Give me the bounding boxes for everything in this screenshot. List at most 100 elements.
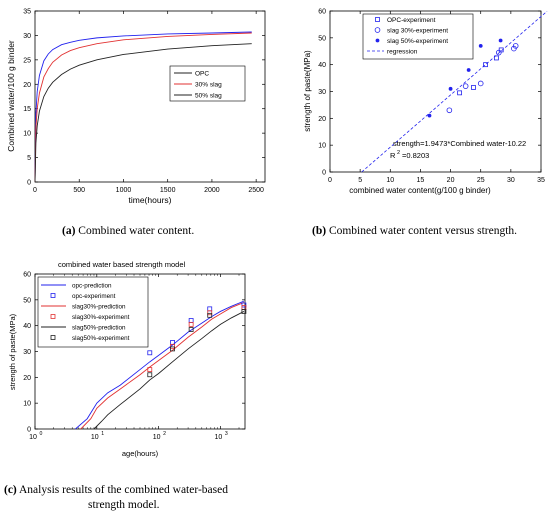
chart-c: combined water based strength model 0102…: [8, 260, 247, 458]
chart-c-legend-marker-opc-exp: [50, 293, 56, 298]
data-point-slag-30pct-experiment: [495, 49, 502, 56]
series-line-slag50pct-prediction: [93, 311, 245, 430]
chart-c-legend-s50-exp: slag50%-experiment: [72, 335, 130, 342]
y-tick-label: 30: [23, 33, 31, 40]
y-tick-label: 40: [318, 62, 326, 69]
data-point-slag-50pct-experiment: [427, 113, 432, 118]
y-tick-label: 40: [23, 323, 31, 330]
chart-c-xlabel: age(hours): [122, 449, 159, 458]
chart-c-x-ticks: 10 0 10 1 10 2 10 3: [29, 274, 240, 441]
y-tick-label: 10: [23, 131, 31, 138]
caption-c: (c) Analysis results of the combined wat…: [4, 483, 228, 513]
series-line-50pct-slag: [34, 43, 252, 183]
chart-a-y-ticks: 0 5 10 15 20 25 30 35: [23, 9, 265, 187]
chart-b-y-ticks: 0 10 20 30 40 50 60: [318, 9, 541, 177]
data-point-opc-experiment: [241, 302, 247, 308]
x-tick-label: 5: [358, 177, 362, 184]
data-point-slag30pct-experiment: [188, 321, 194, 327]
chart-b-annotation-r: R: [390, 151, 396, 160]
chart-b-x-ticks: 0 5 10 15 20 25 30 35: [328, 11, 545, 184]
chart-a-series: [34, 31, 252, 183]
y-tick-label: 20: [23, 375, 31, 382]
chart-b-ylabel: strength of paste(MPa): [303, 50, 312, 132]
chart-b-annotation-r-value: =0.8203: [402, 151, 429, 160]
chart-b-legend-slag50: slag 50%-experiment: [387, 38, 448, 45]
caption-b-text: Combined water content versus strength.: [326, 225, 518, 237]
chart-b-legend-regression: regression: [387, 49, 418, 56]
caption-c-line2: strength model.: [88, 499, 160, 511]
y-tick-label: 50: [318, 35, 326, 42]
data-point-opc-experiment: [493, 55, 499, 61]
x-tick-label: 10: [29, 434, 37, 441]
x-tick-label: 0: [328, 177, 332, 184]
chart-a-x-ticks: 0 500 1000 1500 2000 2500: [33, 11, 264, 194]
series-line-opc: [34, 31, 252, 183]
chart-a-xlabel: time(hours): [129, 195, 172, 205]
chart-b-xlabel: combined water content(g/100 g binder): [349, 186, 491, 195]
y-tick-label: 60: [318, 9, 326, 16]
caption-c-label: (c): [4, 484, 17, 496]
data-point-opc-experiment: [471, 85, 476, 90]
data-point-slag-50pct-experiment: [466, 68, 471, 72]
chart-a: 0 5 10 15 20 25 30 35 0 500 1000 1500 2000 2500 time…: [6, 9, 266, 205]
x-tick-label: 20: [447, 177, 455, 184]
chart-b-legend-box: [362, 13, 474, 60]
y-tick-label: 30: [318, 89, 326, 96]
x-tick-label: 30: [507, 177, 515, 184]
x-tick-label: 2500: [248, 187, 264, 194]
y-tick-label: 30: [23, 349, 31, 356]
chart-c-legend-box: [37, 276, 149, 348]
chart-c-legend-s50-pred: slag50%-prediction: [72, 325, 126, 332]
chart-b-annotation-r-exp: 2: [397, 150, 400, 156]
chart-b-legend-opc: OPC-experiment: [387, 17, 436, 24]
data-point-slag50pct-experiment: [207, 312, 213, 318]
x-tick-label: 10: [215, 434, 223, 441]
data-point-opc-experiment: [207, 306, 213, 312]
caption-a-label: (a): [62, 225, 76, 237]
chart-a-legend-50: 50% slag: [195, 93, 222, 100]
chart-b-legend-marker-slag50: [375, 38, 380, 43]
data-point-slag30pct-experiment: [170, 343, 175, 349]
data-point-slag50pct-experiment: [188, 327, 194, 332]
y-tick-label: 60: [23, 272, 31, 279]
y-tick-label: 20: [318, 116, 326, 123]
data-point-slag50pct-experiment: [147, 372, 153, 378]
x-tick-label: 1500: [160, 187, 176, 194]
chart-c-legend-opc-exp: opc-experiment: [72, 293, 116, 300]
chart-c-points: [147, 302, 247, 378]
y-tick-label: 10: [318, 143, 326, 150]
x-tick-label: 25: [477, 177, 485, 184]
chart-b-annotation-equation: strength=1.9473*Combined water-10.22: [393, 139, 526, 148]
chart-a-frame: [34, 10, 266, 183]
y-tick-label: 10: [23, 401, 31, 408]
data-point-slag-50pct-experiment: [478, 43, 483, 48]
data-point-slag30pct-experiment: [147, 367, 153, 372]
caption-c-line1: Analysis results of the combined water-b…: [16, 484, 228, 496]
chart-b-legend-slag30: slag 30%-experiment: [387, 28, 448, 35]
y-tick-label: 5: [27, 155, 31, 162]
y-tick-label: 25: [23, 57, 31, 64]
y-tick-label: 0: [27, 427, 31, 434]
data-point-opc-experiment: [188, 318, 194, 323]
data-point-slag-50pct-experiment: [498, 38, 503, 43]
chart-c-ylabel: strength of paste(MPa): [8, 313, 17, 390]
x-tick-exponent: 3: [225, 431, 228, 437]
chart-b-legend-marker-opc: [375, 17, 380, 22]
data-point-opc-experiment: [483, 62, 488, 68]
x-tick-label: 10: [153, 434, 161, 441]
chart-b-legend: OPC-experiment slag 30%-experiment slag …: [362, 13, 474, 60]
chart-a-legend-30: 30% slag: [195, 82, 222, 89]
chart-c-series: [75, 300, 245, 430]
data-point-slag-30pct-experiment: [477, 80, 484, 87]
data-point-slag-30pct-experiment: [462, 83, 469, 89]
chart-c-legend-s30-pred: slag30%-prediction: [72, 304, 126, 311]
x-tick-label: 10: [386, 177, 394, 184]
chart-a-legend-opc: OPC: [195, 71, 209, 78]
chart-a-legend: OPC 30% slag 50% slag: [169, 65, 246, 102]
data-point-opc-experiment: [147, 350, 153, 356]
caption-a-text: Combined water content.: [75, 225, 195, 237]
x-tick-exponent: 1: [101, 431, 104, 437]
y-tick-label: 0: [322, 170, 326, 177]
